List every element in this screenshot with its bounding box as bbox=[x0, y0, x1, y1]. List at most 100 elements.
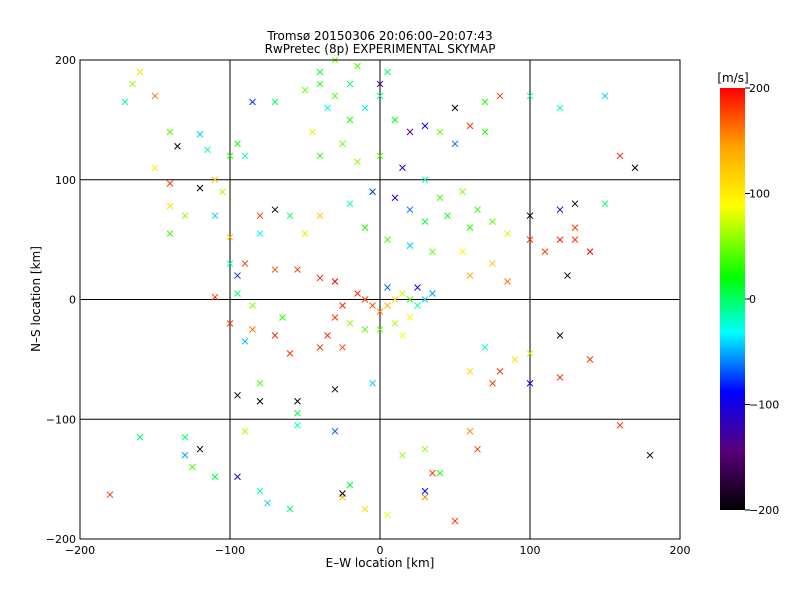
scatter-point bbox=[279, 314, 286, 321]
scatter-point bbox=[331, 278, 339, 285]
scatter-point bbox=[331, 385, 339, 393]
scatter-point bbox=[204, 146, 211, 154]
scatter-point bbox=[129, 80, 136, 88]
scatter-point bbox=[556, 236, 564, 243]
scatter-point bbox=[391, 320, 399, 327]
scatter-point bbox=[339, 140, 346, 148]
scatter-point bbox=[466, 427, 474, 435]
scatter-point bbox=[189, 463, 196, 471]
scatter-point bbox=[271, 206, 279, 214]
scatter-point bbox=[399, 332, 406, 339]
scatter-point bbox=[234, 272, 241, 279]
scatter-point bbox=[234, 391, 241, 399]
scatter-point bbox=[256, 379, 264, 387]
scatter-point bbox=[399, 164, 406, 172]
scatter-point bbox=[166, 230, 174, 237]
scatter-point bbox=[369, 379, 376, 387]
scatter-point bbox=[324, 104, 331, 112]
scatter-point bbox=[376, 152, 384, 160]
scatter-point bbox=[571, 200, 579, 208]
scatter-point bbox=[166, 128, 174, 136]
scatter-point bbox=[339, 302, 346, 309]
scatter-point bbox=[226, 233, 234, 241]
scatter-point bbox=[166, 202, 174, 210]
x-tick-label: 200 bbox=[670, 544, 691, 557]
scatter-point bbox=[556, 332, 564, 339]
scatter-point bbox=[264, 499, 271, 507]
scatter-point bbox=[286, 212, 294, 220]
scatter-point bbox=[249, 326, 256, 333]
scatter-point bbox=[301, 230, 309, 237]
scatter-point bbox=[436, 469, 444, 477]
scatter-point bbox=[339, 344, 346, 351]
scatter-point bbox=[151, 164, 159, 172]
scatter-point bbox=[316, 274, 324, 282]
scatter-point bbox=[541, 248, 549, 255]
scatter-point bbox=[616, 152, 624, 160]
scatter-point bbox=[496, 367, 504, 375]
scatter-point bbox=[429, 469, 436, 477]
scatter-point bbox=[196, 130, 204, 138]
scatter-point bbox=[504, 230, 511, 237]
scatter-point bbox=[631, 164, 639, 172]
scatter-point bbox=[331, 92, 339, 100]
scatter-point bbox=[369, 188, 376, 196]
colorbar-tick-label: 100 bbox=[749, 188, 770, 201]
scatter-point bbox=[406, 128, 414, 136]
scatter-point bbox=[429, 290, 436, 297]
scatter-point bbox=[241, 427, 249, 435]
scatter-point bbox=[316, 152, 324, 160]
scatter-point bbox=[511, 356, 519, 363]
scatter-point bbox=[489, 260, 496, 267]
scatter-point bbox=[421, 487, 429, 495]
scatter-point bbox=[556, 206, 564, 214]
x-axis-label: E–W location [km] bbox=[326, 556, 435, 570]
scatter-point bbox=[466, 224, 474, 232]
scatter-point bbox=[361, 326, 369, 333]
scatter-point bbox=[316, 80, 324, 88]
scatter-point bbox=[346, 116, 354, 124]
scatter-point bbox=[414, 284, 421, 291]
scatter-point bbox=[361, 505, 369, 513]
scatter-point bbox=[346, 320, 354, 327]
scatter-point bbox=[234, 290, 241, 297]
scatter-point bbox=[249, 98, 256, 106]
y-tick-label: −200 bbox=[46, 533, 76, 546]
scatter-point bbox=[234, 473, 241, 481]
scatter-point bbox=[211, 212, 219, 220]
y-tick-label: 100 bbox=[55, 174, 76, 187]
scatter-point bbox=[271, 332, 279, 339]
y-axis-label: N–S location [km] bbox=[29, 246, 43, 352]
scatter-point bbox=[526, 379, 534, 387]
scatter-point bbox=[391, 194, 399, 202]
scatter-point bbox=[361, 104, 369, 112]
scatter-point bbox=[121, 98, 129, 106]
scatter-point bbox=[571, 224, 579, 232]
x-tick-label: 100 bbox=[520, 544, 541, 557]
scatter-point bbox=[241, 338, 249, 345]
scatter-point bbox=[331, 427, 339, 435]
scatter-point bbox=[556, 104, 564, 112]
scatter-point bbox=[309, 128, 316, 136]
scatter-point bbox=[339, 490, 346, 497]
scatter-point bbox=[354, 158, 361, 166]
scatter-point bbox=[219, 188, 226, 196]
scatter-point bbox=[361, 224, 369, 232]
chart-title: Tromsø 20150306 20:06:00–20:07:43 bbox=[266, 29, 492, 43]
scatter-points bbox=[106, 56, 654, 525]
scatter-point bbox=[474, 206, 481, 214]
scatter-point bbox=[181, 433, 189, 441]
scatter-point bbox=[294, 409, 301, 417]
scatter-point bbox=[421, 493, 429, 501]
scatter-point bbox=[406, 314, 414, 321]
scatter-point bbox=[459, 248, 466, 255]
scatter-point bbox=[481, 344, 489, 351]
scatter-point bbox=[234, 140, 241, 148]
scatter-point bbox=[294, 397, 301, 405]
scatter-point bbox=[414, 302, 421, 309]
scatter-point bbox=[174, 142, 181, 150]
colorbar-tick-label: 0 bbox=[749, 293, 756, 306]
scatter-point bbox=[376, 92, 384, 100]
scatter-point bbox=[421, 296, 429, 303]
scatter-point bbox=[271, 98, 279, 106]
